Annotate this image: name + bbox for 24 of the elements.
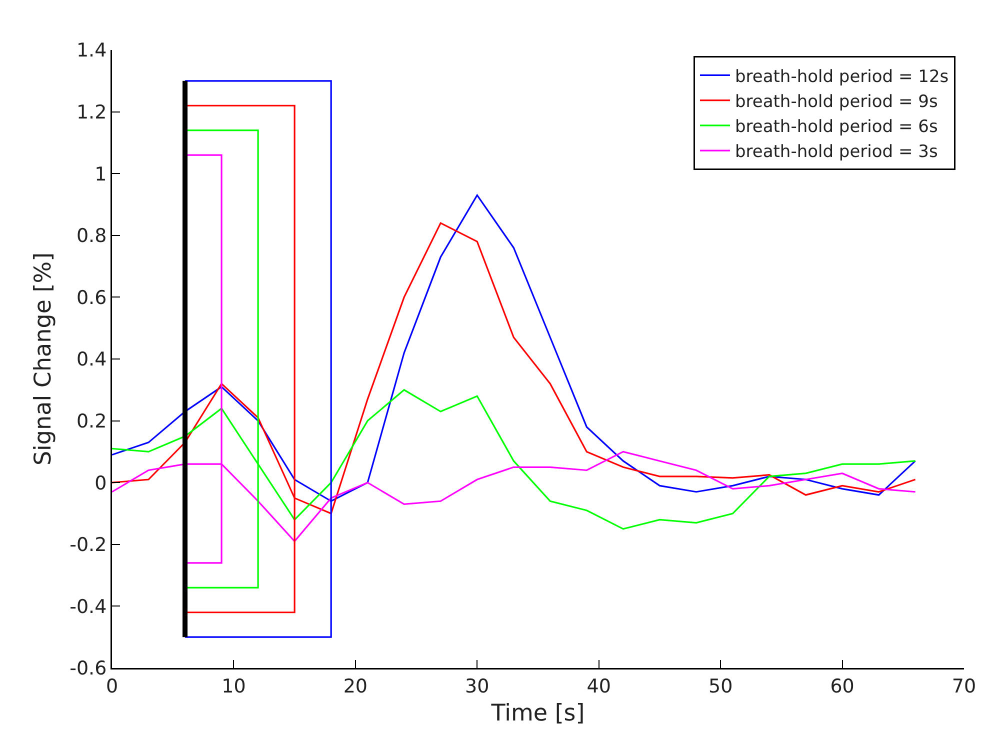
y-tick-label: 0.2 bbox=[76, 410, 107, 432]
x-tick-label: 40 bbox=[586, 675, 611, 698]
x-tick-label: 30 bbox=[465, 675, 490, 698]
y-tick-label: 1 bbox=[94, 163, 107, 186]
legend-label: breath-hold period = 12s bbox=[734, 66, 949, 87]
legend-label: breath-hold period = 6s bbox=[734, 117, 938, 138]
y-tick-label: -0.6 bbox=[70, 658, 107, 680]
x-axis-title: Time [s] bbox=[490, 700, 585, 727]
y-tick-label: -0.4 bbox=[70, 596, 107, 618]
x-tick-label: 50 bbox=[708, 675, 733, 698]
y-axis-title: Signal Change [%] bbox=[30, 252, 56, 466]
y-tick-label: 1.4 bbox=[76, 40, 107, 62]
legend-label: breath-hold period = 3s bbox=[734, 142, 938, 162]
x-tick-label: 70 bbox=[952, 675, 976, 698]
y-tick-label: 0.6 bbox=[76, 286, 107, 309]
legend-label: breath-hold period = 9s bbox=[734, 92, 938, 112]
y-tick-label: -0.2 bbox=[70, 534, 107, 556]
y-tick-label: 0.4 bbox=[76, 348, 107, 371]
y-tick-label: 0.8 bbox=[76, 225, 107, 248]
x-tick-label: 60 bbox=[830, 675, 854, 698]
x-tick-label: 20 bbox=[343, 675, 368, 698]
y-tick-label: 0 bbox=[94, 472, 107, 494]
y-tick-label: 1.2 bbox=[76, 101, 107, 124]
x-tick-label: 10 bbox=[222, 675, 246, 698]
